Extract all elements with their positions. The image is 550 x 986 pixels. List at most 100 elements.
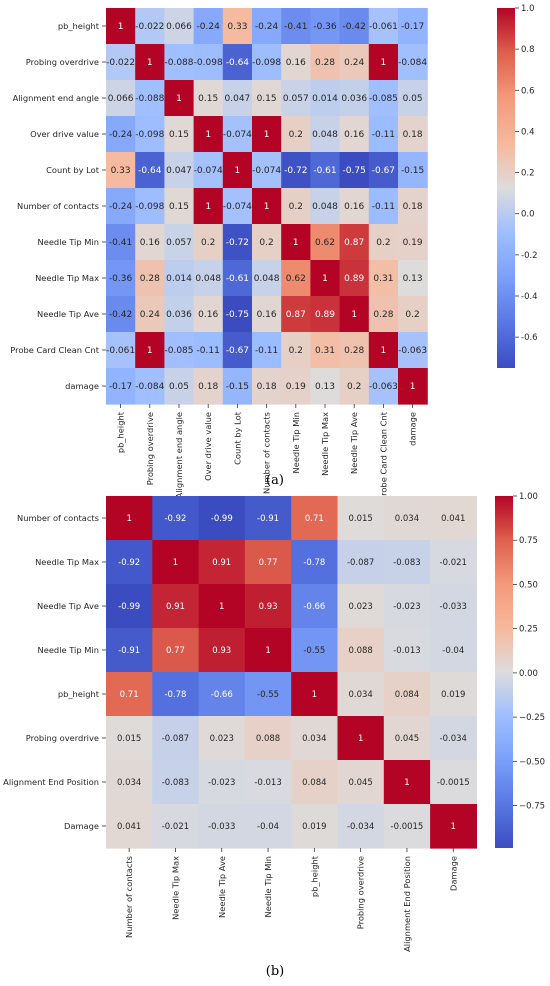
heatmap-cell [222, 224, 253, 261]
heatmap-cell [430, 804, 477, 849]
cell-value-label: -0.55 [257, 690, 279, 700]
cell-value-label: 1 [205, 130, 211, 140]
cell-value-label: 0.023 [348, 602, 372, 612]
heatmap-cell [368, 116, 399, 153]
colorbar-tick-label: −0.75 [519, 802, 545, 812]
cell-value-label: 0.71 [305, 514, 324, 524]
cell-value-label: 0.05 [403, 94, 423, 104]
heatmap-cell [252, 368, 282, 405]
heatmap-cell [368, 224, 399, 261]
cell-value-label: 0.89 [344, 274, 364, 284]
cell-value-label: -0.24 [109, 202, 133, 212]
heatmap-cell [106, 332, 136, 369]
cell-value-label: 0.057 [283, 94, 309, 104]
cell-value-label: 0.93 [259, 602, 278, 612]
cell-value-label: -0.42 [109, 310, 132, 320]
heatmap-panel-b: 1 -0.92 -0.99 -0.91 0.71 0.015 0.034 0.041 -0.92… [3, 492, 545, 979]
cell-value-label: 0.89 [315, 310, 335, 320]
heatmap-cell [164, 260, 195, 297]
cell-value-label: 0.2 [347, 382, 361, 392]
cell-value-label: 0.16 [198, 310, 218, 320]
x-tick-label: Alignment End Position [402, 856, 412, 952]
cell-value-label: 0.87 [286, 310, 306, 320]
heatmap-cell [164, 8, 195, 45]
x-tick-label: Over drive value [203, 412, 213, 481]
heatmap-cell [310, 44, 341, 81]
heatmap-cell [152, 672, 200, 717]
colorbar-tick-label: 0.00 [519, 669, 538, 679]
cell-value-label: 0.041 [117, 822, 141, 832]
colorbar [497, 8, 515, 368]
y-tick-label: Needle Tip Ave [37, 309, 99, 319]
heatmap-cell [281, 224, 311, 261]
heatmap-cell [135, 368, 165, 405]
heatmap-cell [383, 628, 431, 673]
heatmap-cell [339, 80, 370, 117]
cell-value-label: 0.62 [286, 274, 306, 284]
heatmap-cell [281, 80, 311, 117]
cell-value-label: 0.048 [254, 274, 280, 284]
heatmap-cell [222, 80, 253, 117]
cell-value-label: -0.023 [393, 602, 420, 612]
cell-value-label: -0.42 [343, 22, 366, 32]
cell-value-label: 0.19 [403, 238, 423, 248]
cell-value-label: 0.048 [195, 274, 221, 284]
cell-value-label: 0.088 [256, 734, 280, 744]
heatmap-cell [106, 496, 153, 541]
heatmap-cell [291, 584, 339, 629]
heatmap-cell [152, 760, 200, 805]
heatmap-cell [337, 804, 385, 849]
cell-value-label: 0.28 [344, 346, 364, 356]
heatmap-cell [310, 188, 341, 225]
heatmap-cell [291, 540, 339, 585]
cell-value-label: -0.17 [109, 382, 132, 392]
colorbar-tick-label: 0.75 [519, 536, 538, 546]
heatmap-cell [193, 332, 224, 369]
y-tick-label: Over drive value [30, 129, 99, 139]
cell-value-label: 0.33 [111, 166, 131, 176]
heatmap-panel-a: 1 -0.022 0.066 -0.24 0.33 -0.24 -0.41 -0.36 -0.4… [10, 4, 537, 501]
heatmap-cell [430, 672, 477, 717]
heatmap-cell [164, 332, 195, 369]
heatmap-cell [198, 672, 246, 717]
cell-value-label: 1 [147, 58, 153, 68]
cell-value-label: 0.05 [169, 382, 189, 392]
heatmap-cell [398, 368, 428, 405]
heatmap-cell [368, 188, 399, 225]
cell-value-label: -0.021 [162, 822, 189, 832]
cell-value-label: -0.083 [162, 778, 189, 788]
heatmap-cell [310, 8, 341, 45]
x-tick-label: Number of contacts [262, 412, 272, 494]
heatmap-cell [198, 628, 246, 673]
heatmap-cell [398, 296, 428, 333]
heatmap-cell [193, 44, 224, 81]
cell-value-label: 0.045 [348, 778, 372, 788]
heatmap-cell [244, 804, 292, 849]
heatmap-cell [244, 760, 292, 805]
cell-value-label: 0.91 [166, 602, 185, 612]
heatmap-cell [368, 332, 399, 369]
cell-value-label: 0.084 [302, 778, 326, 788]
heatmap-cell [198, 584, 246, 629]
heatmap-cell [164, 296, 195, 333]
heatmap-cell [383, 584, 431, 629]
cell-value-label: -0.78 [164, 690, 186, 700]
heatmap-cell [135, 260, 165, 297]
heatmap-cell [106, 760, 153, 805]
cell-value-label: 0.77 [166, 646, 185, 656]
cell-value-label: 0.2 [259, 238, 273, 248]
heatmap-cell [339, 332, 370, 369]
x-tick-label: Probing overdrive [356, 856, 366, 929]
heatmap-cell [135, 116, 165, 153]
cell-value-label: -0.033 [440, 602, 467, 612]
y-tick-label: Probing overdrive [26, 733, 99, 743]
heatmap-cell [430, 628, 477, 673]
heatmap-cell [193, 116, 224, 153]
cell-value-label: 0.18 [257, 382, 277, 392]
heatmap-cell [291, 496, 339, 541]
heatmap-cell [244, 628, 292, 673]
heatmap-cell [383, 672, 431, 717]
heatmap-cell [252, 296, 282, 333]
heatmap-cell [368, 296, 399, 333]
heatmap-cell [193, 80, 224, 117]
